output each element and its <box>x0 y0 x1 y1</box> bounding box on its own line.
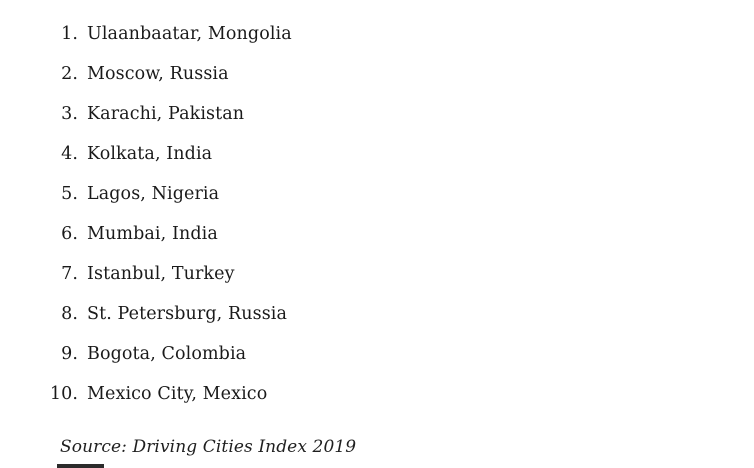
list-item-label: St. Petersburg, Russia <box>87 304 288 324</box>
list-item-number: 1. <box>61 24 78 44</box>
list-item: 9. Bogota, Colombia <box>0 334 292 374</box>
list-item-number: 3. <box>61 104 78 124</box>
list-item-number: 7. <box>61 264 78 284</box>
list-item: 4. Kolkata, India <box>0 134 292 174</box>
list-item-number: 5. <box>61 184 78 204</box>
list-item-label: Mumbai, India <box>87 224 218 244</box>
list-item-label: Lagos, Nigeria <box>87 184 220 204</box>
list-item: 1. Ulaanbaatar, Mongolia <box>0 14 292 54</box>
list-item-label: Bogota, Colombia <box>87 344 247 364</box>
list-item-label: Mexico City, Mexico <box>87 384 268 404</box>
list-item: 5. Lagos, Nigeria <box>0 174 292 214</box>
list-item-number: 6. <box>61 224 78 244</box>
list-item-label: Kolkata, India <box>87 144 213 164</box>
list-item: 8. St. Petersburg, Russia <box>0 294 292 334</box>
list-item: 7. Istanbul, Turkey <box>0 254 292 294</box>
list-item-number: 9. <box>61 344 78 364</box>
source-attribution: Source: Driving Cities Index 2019 <box>60 437 357 457</box>
list-item: 2. Moscow, Russia <box>0 54 292 94</box>
list-item: 10. Mexico City, Mexico <box>0 374 292 414</box>
ranked-city-list: 1. Ulaanbaatar, Mongolia 2. Moscow, Russ… <box>0 14 292 414</box>
cropped-element-bar <box>57 464 104 468</box>
list-item-label: Istanbul, Turkey <box>87 264 235 284</box>
list-item-number: 8. <box>61 304 78 324</box>
list-item-number: 10. <box>49 384 78 404</box>
list-item-number: 4. <box>61 144 78 164</box>
list-item: 6. Mumbai, India <box>0 214 292 254</box>
list-item-label: Ulaanbaatar, Mongolia <box>87 24 292 44</box>
list-item-label: Karachi, Pakistan <box>87 104 245 124</box>
list-item-number: 2. <box>61 64 78 84</box>
list-item: 3. Karachi, Pakistan <box>0 94 292 134</box>
list-item-label: Moscow, Russia <box>87 64 229 84</box>
